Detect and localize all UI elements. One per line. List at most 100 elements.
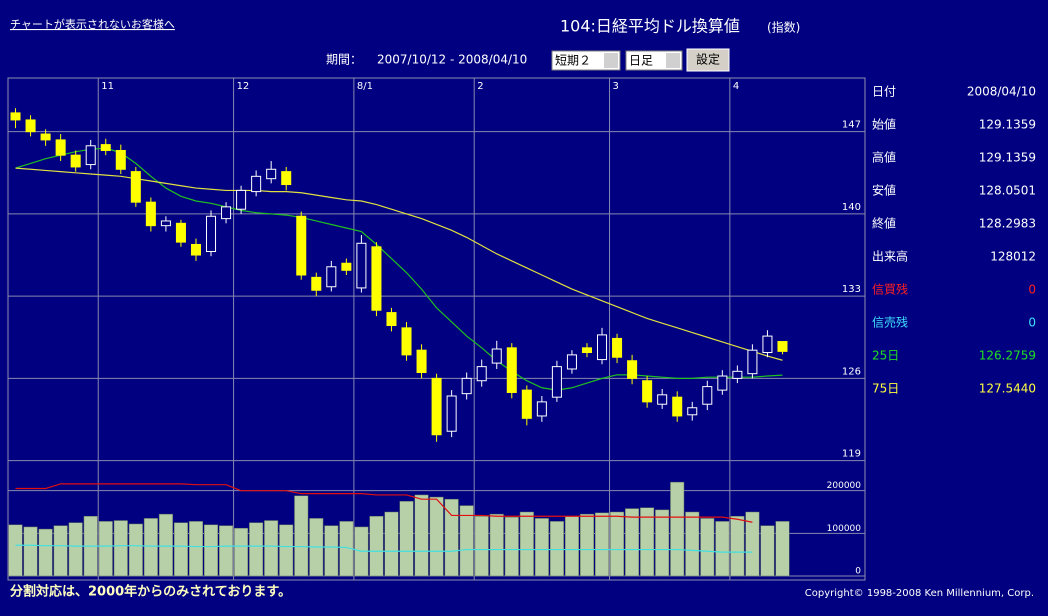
info-value: 129.1359: [979, 118, 1036, 132]
select-arrow: [666, 53, 680, 68]
volume-bar: [23, 526, 38, 577]
candle-body: [747, 349, 758, 375]
volume-bar: [700, 518, 715, 577]
candle-body: [100, 144, 111, 151]
candle-body: [356, 242, 367, 289]
volume-bar: [444, 498, 459, 577]
info-label: 信買残: [872, 283, 908, 297]
volume-bar: [610, 511, 625, 577]
volume-bar: [519, 511, 534, 577]
volume-bar: [685, 511, 700, 577]
candle-body: [642, 380, 653, 403]
candle-body: [446, 395, 457, 432]
volume-bar: [324, 525, 339, 577]
candle-body: [521, 389, 532, 419]
candle-body: [627, 360, 638, 379]
candle-body: [732, 370, 743, 379]
candle-body: [160, 220, 171, 227]
volume-bar: [8, 524, 23, 577]
term-select-text: 短期２: [555, 54, 591, 68]
candle-body: [281, 171, 292, 186]
volume-tick-label: 200000: [827, 481, 862, 491]
y-tick-label: 119: [842, 449, 861, 460]
candle-body: [221, 206, 232, 220]
volume-bar: [219, 525, 234, 577]
volume-bar: [655, 509, 670, 577]
candle-body: [311, 276, 322, 291]
candle-body: [236, 189, 247, 210]
candle-body: [476, 366, 487, 382]
candle-body: [10, 112, 21, 121]
candle-body: [326, 266, 337, 288]
info-label: 25日: [872, 349, 899, 363]
candle-body: [371, 246, 382, 311]
candle-body: [416, 349, 427, 374]
volume-tick-label: 100000: [827, 524, 862, 534]
y-tick-label: 133: [842, 284, 861, 295]
info-value: 0: [1028, 316, 1036, 330]
volume-bar: [459, 505, 474, 577]
candle-body: [25, 119, 36, 133]
volume-bar: [760, 525, 775, 577]
candle-body: [612, 337, 623, 358]
volume-bar: [68, 522, 83, 577]
info-value: 126.2759: [979, 349, 1036, 363]
info-label: 高値: [872, 150, 896, 165]
candle-body: [777, 341, 788, 352]
candle-body: [687, 407, 698, 416]
period: 2007/10/12 - 2008/04/10: [377, 53, 527, 67]
volume-bar: [294, 495, 309, 577]
volume-bar: [489, 513, 504, 577]
x-tick-label: 8/1: [357, 81, 373, 92]
volume-bar: [264, 520, 279, 577]
volume-bar: [474, 516, 489, 577]
volume-bar: [579, 513, 594, 577]
volume-bar: [414, 494, 429, 577]
moving-average: [15, 147, 783, 391]
x-tick-label: 4: [733, 81, 739, 92]
term-select[interactable]: [551, 50, 621, 71]
candle-body: [266, 168, 277, 180]
volume-bar: [143, 518, 158, 577]
plot-frame: [7, 77, 866, 581]
set-button[interactable]: [686, 48, 730, 72]
volume-bar: [745, 511, 760, 577]
candle-body: [70, 154, 81, 168]
volume-bar: [775, 521, 790, 577]
copyright: Copyright© 1998-2008 Ken Millennium, Cor…: [805, 588, 1034, 599]
candle-body: [506, 347, 517, 393]
candle-body: [401, 327, 412, 356]
candle-body: [85, 145, 96, 166]
candle-body: [657, 394, 668, 405]
info-value: 129.1359: [979, 151, 1036, 165]
candle-body: [491, 348, 502, 364]
info-label: 始値: [872, 117, 896, 132]
volume-bar: [504, 516, 519, 577]
info-value: 2008/04/10: [967, 85, 1036, 99]
footer-note: 分割対応は、2000年からのみされております。: [10, 584, 291, 600]
candle-body: [190, 243, 201, 256]
candle-body: [717, 375, 728, 391]
candle-body: [431, 377, 442, 436]
candle-body: [581, 347, 592, 354]
candle-body: [536, 401, 547, 417]
set-button-text: 設定: [696, 52, 720, 67]
candle-body: [386, 312, 397, 327]
volume-bar: [625, 508, 640, 577]
help-link[interactable]: チャートが表示されないお客様へ: [10, 17, 175, 31]
x-tick-label: 11: [101, 81, 114, 92]
info-label: 終値: [872, 216, 896, 231]
volume-bar: [549, 521, 564, 577]
volume-bar: [369, 516, 384, 577]
x-tick-label: 12: [237, 81, 250, 92]
info-value: 128.2983: [979, 217, 1036, 231]
volume-bar: [188, 521, 203, 577]
info-value: 0: [1028, 283, 1036, 297]
y-tick-label: 140: [842, 202, 861, 213]
candle-body: [145, 201, 156, 227]
candle-body: [551, 366, 562, 398]
candle-body: [762, 335, 773, 354]
candle-body: [251, 175, 262, 193]
